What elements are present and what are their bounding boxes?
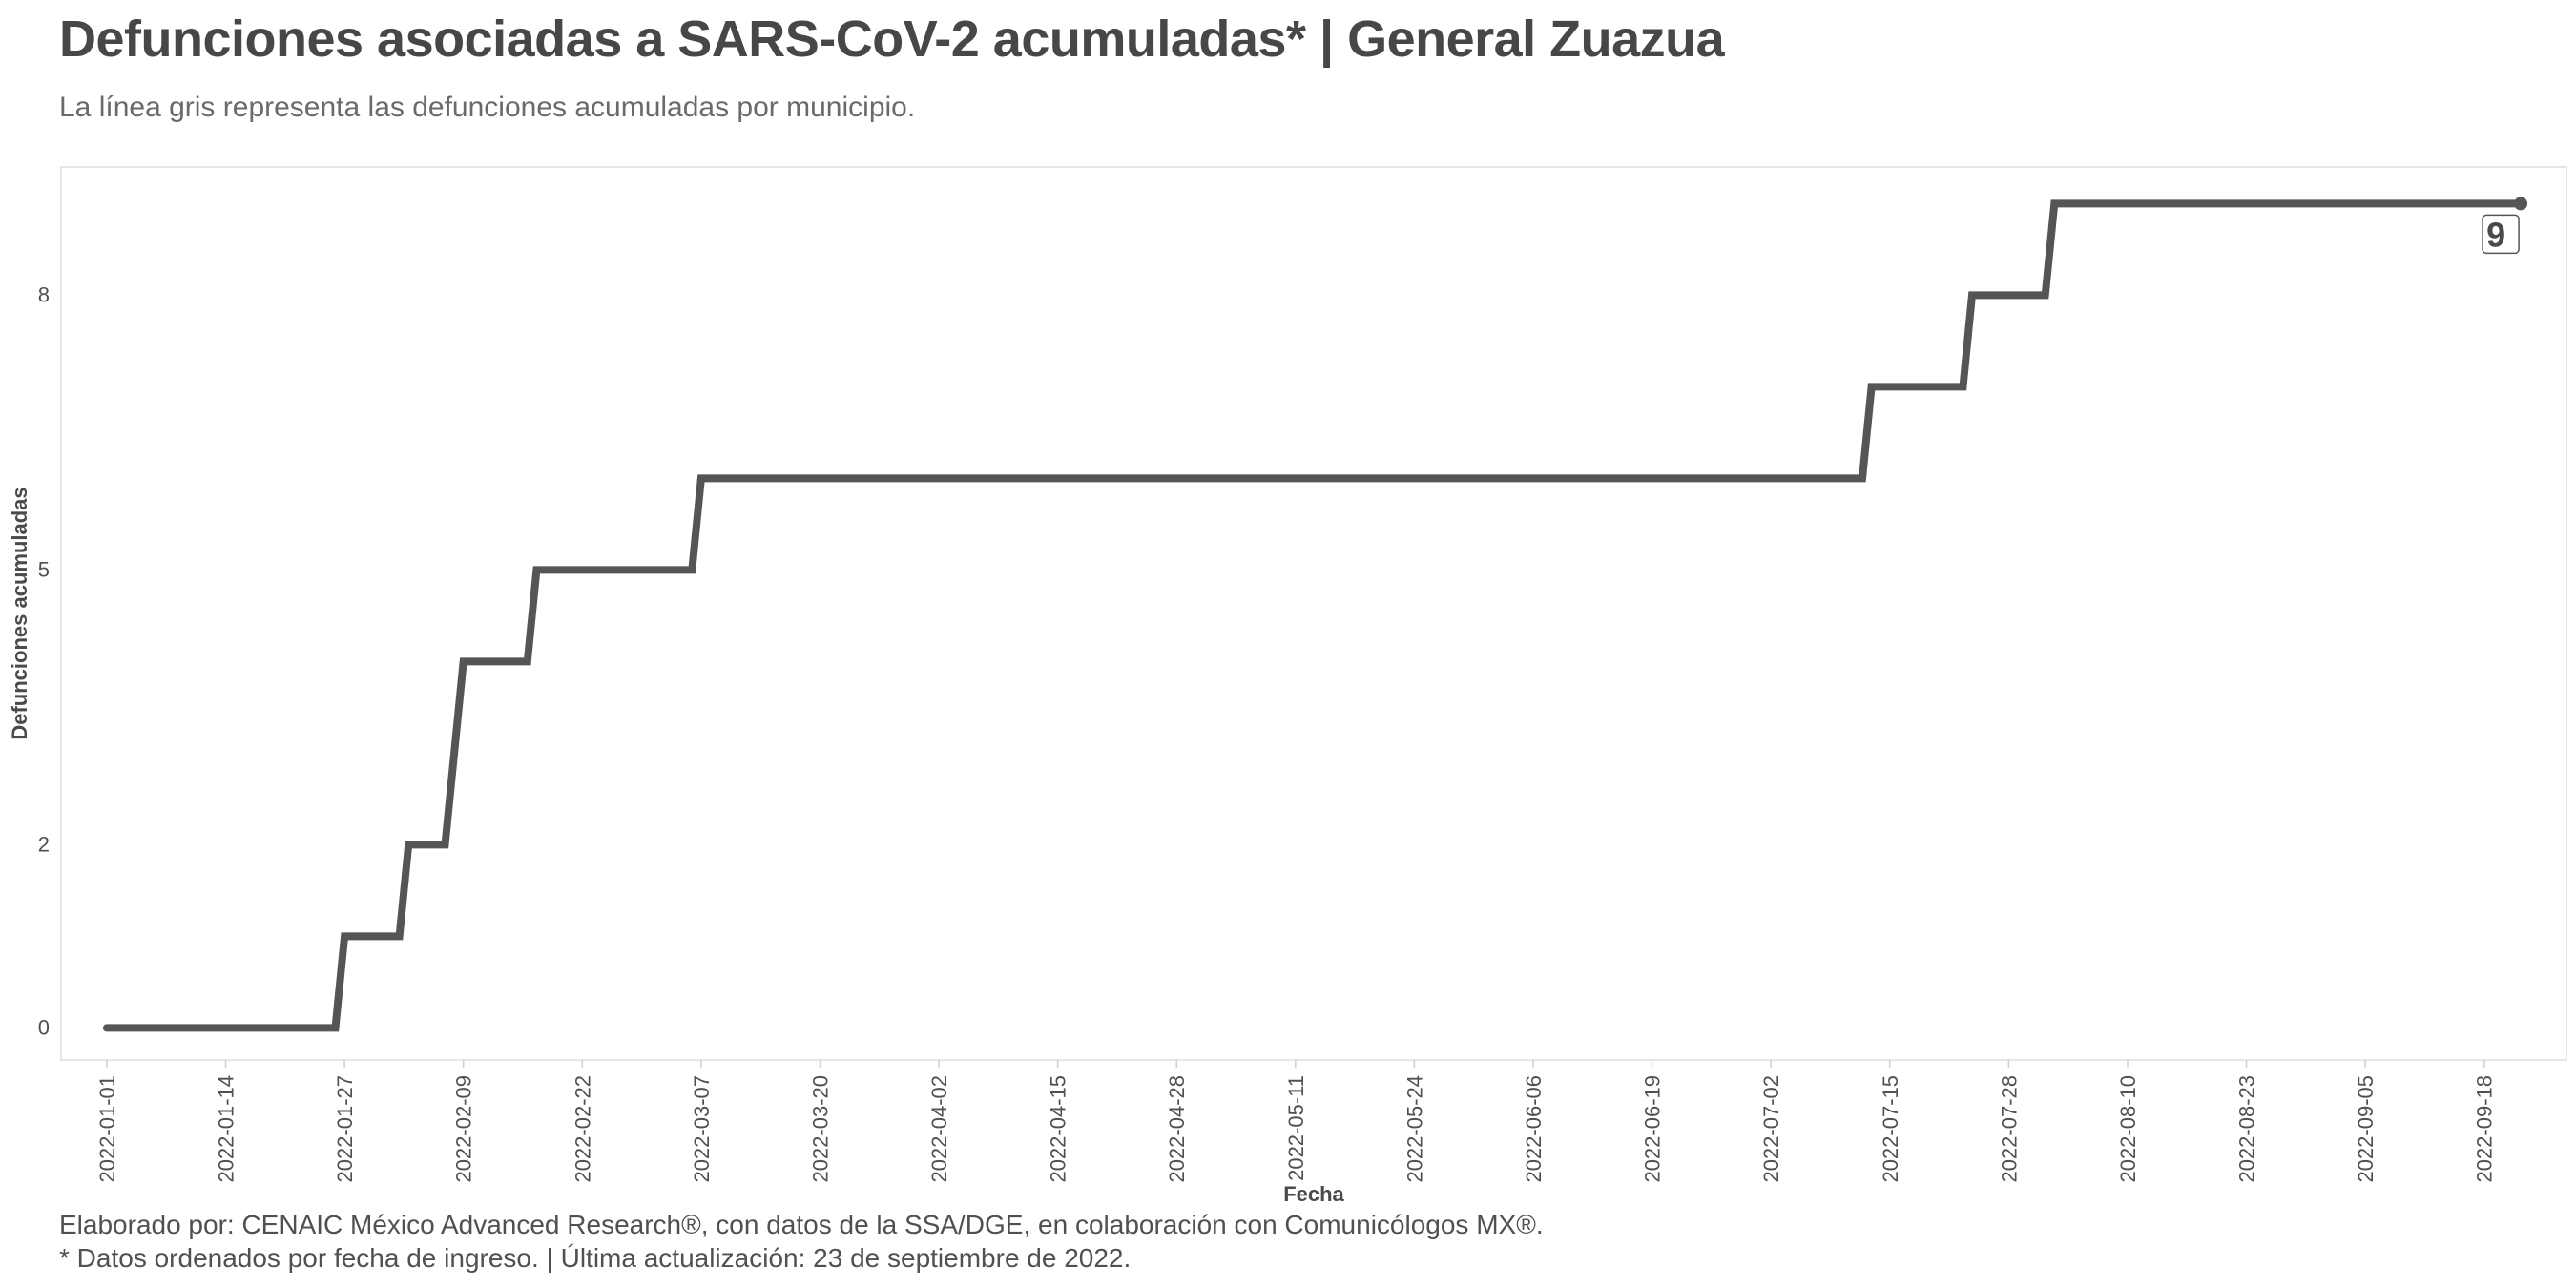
x-axis: 2022-01-01 2022-01-14 2022-01-27 2022-02-09… <box>95 1060 2497 1183</box>
x-tick-label: 2022-02-09 <box>452 1075 476 1183</box>
plot-panel <box>60 166 2567 1061</box>
x-tick-label: 2022-01-14 <box>215 1075 239 1183</box>
x-tick-label: 2022-05-24 <box>1402 1075 1426 1183</box>
y-axis: 0 2 5 8 <box>38 282 50 1039</box>
series-layer: 9 <box>102 197 2528 1032</box>
x-tick-label: 2022-09-18 <box>2473 1075 2497 1183</box>
x-tick-label: 2022-01-01 <box>95 1075 119 1183</box>
x-axis-label: Fecha <box>1283 1182 1344 1206</box>
end-point <box>2514 197 2528 211</box>
x-tick-label: 2022-06-19 <box>1641 1075 1665 1183</box>
end-value-label: 9 <box>2486 215 2505 254</box>
y-tick-label: 2 <box>38 832 50 856</box>
x-tick-label: 2022-05-11 <box>1284 1075 1308 1181</box>
x-tick-label: 2022-03-20 <box>808 1075 832 1183</box>
x-tick-label: 2022-08-23 <box>2235 1075 2259 1183</box>
x-tick-label: 2022-08-10 <box>2116 1075 2140 1183</box>
x-tick-label: 2022-06-06 <box>1522 1075 1546 1183</box>
caption-notes: * Datos ordenados por fecha de ingreso. … <box>59 1243 1132 1273</box>
x-tick-label: 2022-09-05 <box>2354 1075 2378 1183</box>
x-tick-label: 2022-03-07 <box>690 1075 714 1183</box>
y-axis-label: Defunciones acumuladas <box>8 487 31 739</box>
caption-credits: Elaborado por: CENAIC México Advanced Re… <box>59 1210 1544 1239</box>
x-tick-label: 2022-07-28 <box>1997 1075 2021 1183</box>
x-tick-label: 2022-04-02 <box>927 1075 951 1183</box>
x-tick-label: 2022-02-22 <box>571 1075 594 1183</box>
x-tick-label: 2022-04-15 <box>1047 1075 1070 1183</box>
y-tick-label: 5 <box>38 557 50 581</box>
x-tick-label: 2022-07-02 <box>1759 1075 1783 1183</box>
y-tick-label: 8 <box>38 282 50 306</box>
x-tick-label: 2022-04-28 <box>1165 1075 1189 1183</box>
chart-title: Defunciones asociadas a SARS-CoV-2 acumu… <box>59 10 1725 68</box>
y-tick-label: 0 <box>38 1015 50 1039</box>
chart-subtitle: La línea gris representa las defunciones… <box>59 92 916 123</box>
x-tick-label: 2022-07-15 <box>1879 1075 1902 1183</box>
x-tick-label: 2022-01-27 <box>333 1075 357 1183</box>
series-line <box>102 199 2525 1032</box>
end-label-box <box>2482 214 2520 255</box>
